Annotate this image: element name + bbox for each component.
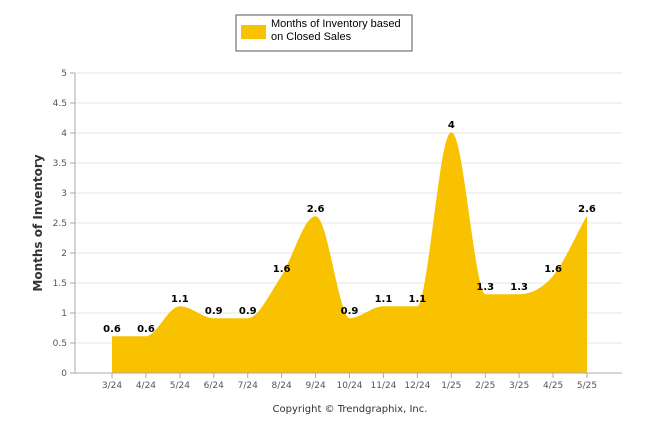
data-label: 0.6 (137, 324, 155, 335)
data-label: 1.3 (510, 282, 528, 293)
data-label: 2.6 (578, 204, 596, 215)
x-tick-label: 1/25 (441, 381, 461, 391)
x-tick-label: 10/24 (337, 381, 363, 391)
data-label: 2.6 (307, 204, 325, 215)
x-tick-label: 8/24 (272, 381, 292, 391)
series-area-fill (112, 133, 588, 373)
data-labels: 0.6 0.6 1.1 0.9 0.9 1.6 2.6 0.9 1.1 1.1 4 1.3 1.3 1.6… (103, 120, 596, 335)
legend-label-line2: on Closed Sales (271, 31, 352, 43)
axes (74, 73, 622, 378)
data-label: 1.6 (544, 264, 562, 275)
legend-swatch (241, 25, 266, 39)
x-tick-label: 12/24 (404, 381, 430, 391)
x-tick-label: 6/24 (204, 381, 224, 391)
data-label: 0.6 (103, 324, 121, 335)
data-label: 1.6 (273, 264, 291, 275)
y-tick-label: 0 (61, 369, 67, 379)
y-tick-labels: 0 0.5 1 1.5 2 2.5 3 3.5 4 4.5 5 (53, 69, 68, 379)
copyright-text: Copyright © Trendgraphix, Inc. (273, 404, 428, 415)
x-tick-label: 5/24 (170, 381, 190, 391)
x-tick-label: 5/25 (577, 381, 597, 391)
y-tick-label: 3.5 (53, 159, 67, 169)
x-tick-label: 9/24 (305, 381, 325, 391)
data-label: 0.9 (239, 306, 257, 317)
x-tick-label: 2/25 (475, 381, 495, 391)
x-tick-label: 3/24 (102, 381, 122, 391)
y-tick-label: 5 (61, 69, 67, 79)
data-label: 1.1 (409, 294, 427, 305)
y-tick-label: 4 (61, 129, 67, 139)
x-tick-label: 4/25 (543, 381, 563, 391)
series-area (111, 132, 588, 373)
y-tick-label: 1.5 (53, 279, 67, 289)
series-area-edge (111, 132, 588, 338)
x-tick-label: 11/24 (370, 381, 396, 391)
y-axis-title: Months of Inventory (31, 154, 45, 291)
data-label: 1.1 (375, 294, 393, 305)
data-label: 1.3 (476, 282, 494, 293)
y-tick-label: 1 (61, 309, 67, 319)
y-tick-label: 3 (61, 189, 67, 199)
y-tick-label: 2 (61, 249, 67, 259)
x-tick-labels: 3/24 4/24 5/24 6/24 7/24 8/24 9/24 10/24 11/24 12… (102, 381, 597, 391)
chart-legend: Months of Inventory based on Closed Sale… (235, 14, 413, 52)
legend-label-line1: Months of Inventory based (271, 18, 401, 30)
data-label: 0.9 (205, 306, 223, 317)
y-tick-label: 4.5 (53, 99, 67, 109)
data-label: 4 (448, 120, 455, 131)
y-tick-label: 0.5 (53, 339, 67, 349)
x-tick-label: 7/24 (238, 381, 258, 391)
data-label: 0.9 (341, 306, 359, 317)
x-tick-label: 3/25 (509, 381, 529, 391)
y-tick-label: 2.5 (53, 219, 67, 229)
data-label: 1.1 (171, 294, 189, 305)
x-tick-label: 4/24 (136, 381, 156, 391)
